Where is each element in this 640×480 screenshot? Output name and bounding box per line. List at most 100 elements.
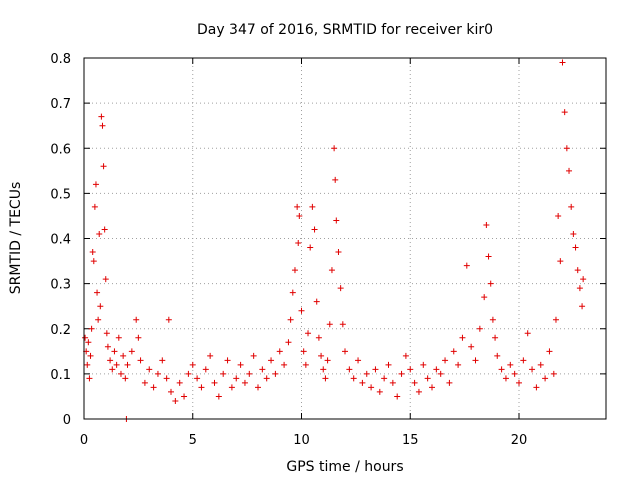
data-point: [487, 280, 494, 287]
data-point: [89, 249, 96, 256]
data-point: [407, 366, 414, 373]
data-point: [90, 258, 97, 265]
data-point: [305, 330, 312, 337]
data-point: [259, 366, 266, 373]
data-point: [572, 244, 579, 251]
data-point: [376, 388, 383, 395]
data-point: [291, 267, 298, 274]
data-point: [296, 212, 303, 219]
data-point: [550, 370, 557, 377]
data-point: [237, 361, 244, 368]
data-point: [220, 370, 227, 377]
data-point: [98, 113, 105, 120]
data-point: [101, 226, 108, 233]
data-point: [492, 334, 499, 341]
data-point: [128, 348, 135, 355]
data-point: [415, 388, 422, 395]
data-point: [228, 384, 235, 391]
data-point: [335, 249, 342, 256]
data-point: [557, 258, 564, 265]
data-point: [489, 316, 496, 323]
data-point: [250, 352, 257, 359]
x-tick-label: 10: [293, 433, 310, 448]
data-point: [420, 361, 427, 368]
data-point: [566, 167, 573, 174]
data-point: [485, 253, 492, 260]
y-tick-label: 0.5: [50, 187, 71, 202]
data-point: [95, 316, 102, 323]
y-tick-label: 0.7: [50, 97, 71, 112]
data-point: [318, 352, 325, 359]
data-point: [398, 370, 405, 377]
data-point: [559, 59, 566, 66]
data-point: [133, 316, 140, 323]
data-point: [381, 375, 388, 382]
data-point: [450, 348, 457, 355]
data-point: [332, 176, 339, 183]
data-point: [337, 285, 344, 292]
data-point: [481, 294, 488, 301]
data-point: [135, 334, 142, 341]
data-point: [215, 393, 222, 400]
data-point: [154, 370, 161, 377]
data-point: [313, 298, 320, 305]
data-point: [137, 357, 144, 364]
data-point: [172, 397, 179, 404]
y-tick-label: 0.8: [50, 52, 71, 67]
data-point: [533, 384, 540, 391]
data-point: [346, 366, 353, 373]
data-point: [363, 370, 370, 377]
data-point: [372, 366, 379, 373]
data-point: [91, 203, 98, 210]
data-point: [472, 357, 479, 364]
y-axis-title: SRMTID / TECUs: [8, 182, 24, 295]
data-point: [524, 330, 531, 337]
data-point: [552, 316, 559, 323]
data-point: [298, 307, 305, 314]
data-point: [289, 289, 296, 296]
data-point: [580, 276, 587, 283]
data-point: [281, 361, 288, 368]
data-point: [124, 361, 131, 368]
data-point: [150, 384, 157, 391]
data-point: [561, 109, 568, 116]
data-point: [350, 375, 357, 382]
data-point: [511, 370, 518, 377]
data-point: [233, 375, 240, 382]
data-point: [276, 348, 283, 355]
data-point: [263, 375, 270, 382]
x-tick-label: 15: [402, 433, 419, 448]
data-point: [295, 240, 302, 247]
data-point: [96, 230, 103, 237]
data-point: [459, 334, 466, 341]
x-tick-label: 0: [80, 433, 88, 448]
data-point: [82, 334, 89, 341]
data-point: [322, 375, 329, 382]
y-tick-labels: 0 0.1 0.2 0.3 0.4 0.5 0.6 0.7 0.8: [50, 52, 71, 428]
data-point: [194, 375, 201, 382]
data-point: [468, 343, 475, 350]
data-point: [520, 357, 527, 364]
data-point: [309, 203, 316, 210]
data-point: [333, 217, 340, 224]
data-point: [87, 352, 94, 359]
data-point: [181, 393, 188, 400]
data-point: [302, 361, 309, 368]
data-point: [507, 361, 514, 368]
x-axis-title: GPS time / hours: [286, 459, 403, 475]
data-point: [433, 366, 440, 373]
data-point: [324, 357, 331, 364]
data-point: [574, 267, 581, 274]
data-point: [576, 285, 583, 292]
data-point: [268, 357, 275, 364]
data-point: [455, 361, 462, 368]
data-point: [437, 370, 444, 377]
data-point: [115, 334, 122, 341]
data-point: [394, 393, 401, 400]
data-point: [446, 379, 453, 386]
y-tick-label: 0.6: [50, 142, 71, 157]
data-point: [104, 343, 111, 350]
data-point: [202, 366, 209, 373]
x-tick-labels: 0 5 10 15 20: [80, 433, 527, 448]
